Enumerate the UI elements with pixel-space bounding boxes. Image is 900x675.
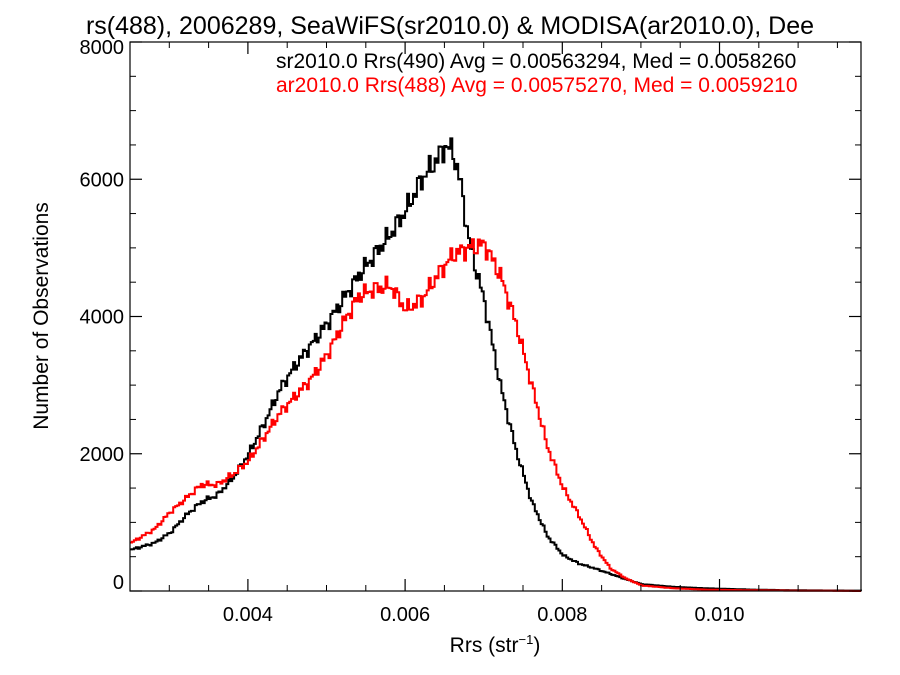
y-tick-label: 4000 xyxy=(80,307,125,329)
x-tick-label: 0.008 xyxy=(537,604,587,626)
y-axis-label: Number of Observations xyxy=(30,202,53,430)
chart-title: rs(488), 2006289, SeaWiFS(sr2010.0) & MO… xyxy=(86,12,814,40)
x-axis-label-main: Rrs (str xyxy=(450,634,519,657)
plot-frame xyxy=(129,41,862,592)
x-tick-label: 0.004 xyxy=(223,604,273,626)
ticks-layer: 0.004 0.006 0.008 0.010 0 2000 4000 6000 8000 xyxy=(80,37,861,626)
series-line-1 xyxy=(130,137,862,592)
y-tick-label: 6000 xyxy=(80,169,125,191)
x-axis-label-superscript: −1 xyxy=(519,632,534,647)
x-tick-label: 0.010 xyxy=(694,604,744,626)
x-tick-label: 0.006 xyxy=(380,604,430,626)
legend: sr2010.0 Rrs(490) Avg = 0.00563294, Med … xyxy=(276,50,798,97)
legend-entry-1: sr2010.0 Rrs(490) Avg = 0.00563294, Med … xyxy=(276,50,796,73)
x-axis-label-end: ) xyxy=(533,634,540,657)
y-tick-label: 2000 xyxy=(80,444,125,466)
y-tick-label: 8000 xyxy=(80,37,125,59)
legend-entry-2: ar2010.0 Rrs(488) Avg = 0.00575270, Med … xyxy=(276,74,798,97)
y-tick-label: 0 xyxy=(113,572,124,594)
series-line-2 xyxy=(130,238,861,592)
x-axis-label: Rrs (str−1) xyxy=(450,632,541,657)
series-layer xyxy=(130,137,862,592)
